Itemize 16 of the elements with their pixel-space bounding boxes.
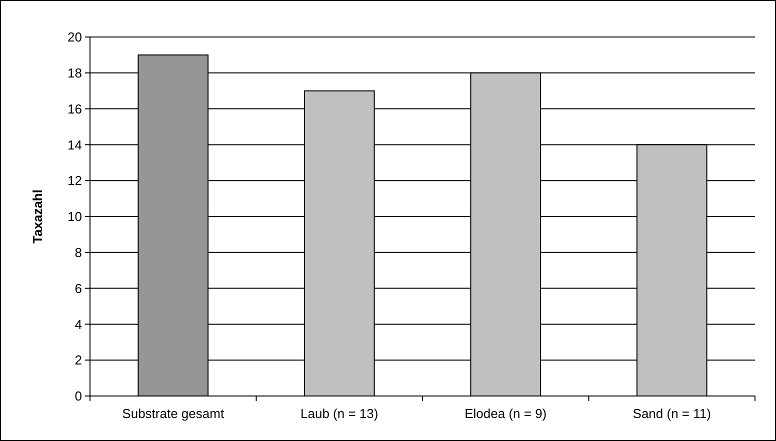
- x-tick-label: Laub (n = 13): [300, 406, 378, 421]
- y-tick-label: 2: [74, 352, 82, 368]
- y-tick-label: 8: [74, 244, 82, 260]
- y-tick-label: 18: [68, 65, 82, 80]
- y-tick-label: 6: [74, 280, 82, 296]
- y-tick-label: 4: [74, 316, 82, 332]
- y-tick-label: 0: [74, 388, 82, 404]
- y-tick-label: 16: [68, 101, 82, 116]
- x-tick-label: Sand (n = 11): [632, 406, 711, 421]
- y-tick-label: 20: [68, 30, 82, 45]
- x-tick-label: Elodea (n = 9): [464, 406, 547, 421]
- y-tick-label: 10: [68, 209, 82, 224]
- y-tick-label: 14: [68, 137, 82, 152]
- x-tick-label: Substrate gesamt: [122, 406, 224, 421]
- y-tick-label: 12: [68, 173, 82, 188]
- y-axis-title: Taxazahl: [30, 190, 45, 244]
